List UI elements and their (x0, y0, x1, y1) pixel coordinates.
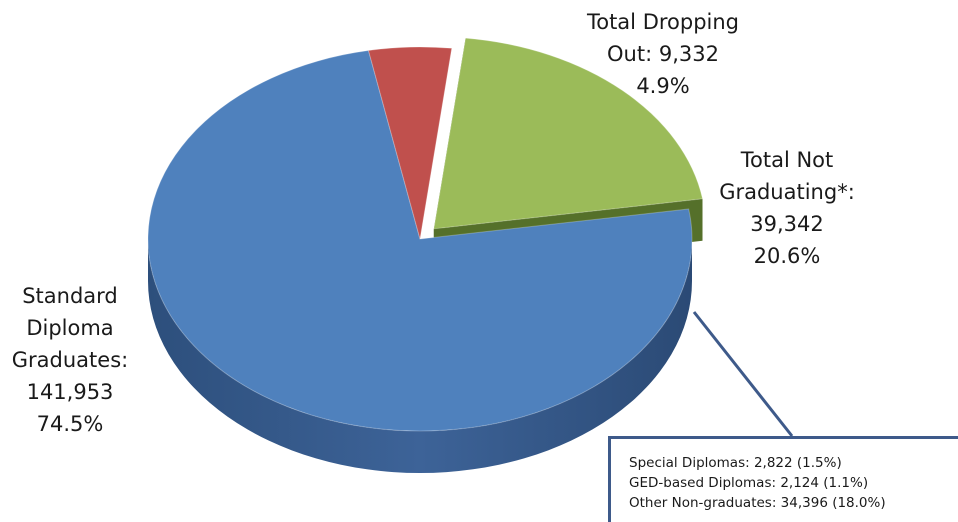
slice-total-not-graduating (433, 37, 704, 230)
slice-label-line: Standard (22, 284, 118, 308)
slice-side-standard-diploma-graduates (148, 239, 692, 473)
slice-label-line: Diploma (26, 316, 113, 340)
slice-label-total-not-graduating: Total Not Graduating*: 39,342 20.6% (719, 148, 855, 268)
slice-standard-diploma-graduates (147, 49, 693, 432)
slice-label-line: 20.6% (754, 244, 821, 268)
slice-label-line: 39,342 (750, 212, 823, 236)
slice-label-line: Graduating*: (719, 180, 855, 204)
slice-label-line: 4.9% (636, 74, 689, 98)
slice-label-standard-diploma-graduates: Standard Diploma Graduates: 141,953 74.5% (12, 284, 128, 436)
slice-label-line: Total Not (740, 148, 834, 172)
breakdown-item-ged-diplomas: GED-based Diplomas: 2,124 (1.1%) (629, 475, 869, 491)
breakdown-item-other-non-graduates: Other Non-graduates: 34,396 (18.0%) (629, 495, 886, 511)
slice-label-line: 74.5% (37, 412, 104, 436)
slice-labels: Standard Diploma Graduates: 141,953 74.5% Tot… (12, 10, 855, 436)
slice-label-total-dropping-out: Total Dropping Out: 9,332 4.9% (586, 10, 739, 98)
slice-label-line: Out: 9,332 (607, 42, 719, 66)
breakdown-item-special-diplomas: Special Diplomas: 2,822 (1.5%) (629, 455, 842, 471)
slice-label-line: Total Dropping (586, 10, 739, 34)
breakdown-callout: Special Diplomas: 2,822 (1.5%) GED-based… (608, 436, 958, 522)
pie-slices (147, 37, 704, 432)
slice-label-line: 141,953 (27, 380, 114, 404)
slice-total-dropping-out (367, 46, 453, 240)
slice-label-line: Graduates: (12, 348, 128, 372)
callout-leader-line (692, 311, 794, 437)
